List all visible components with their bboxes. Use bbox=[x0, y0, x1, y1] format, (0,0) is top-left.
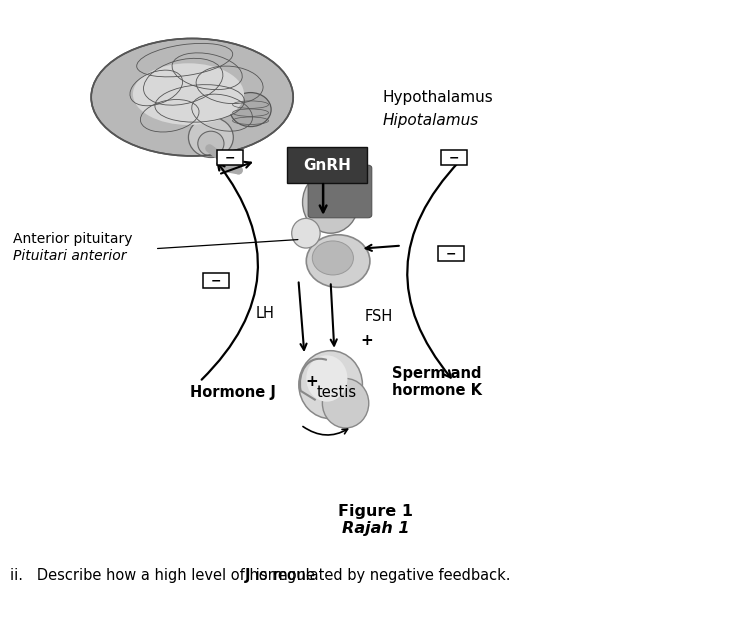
FancyBboxPatch shape bbox=[438, 247, 464, 261]
Text: −: − bbox=[446, 247, 457, 260]
Ellipse shape bbox=[189, 117, 234, 158]
Text: −: − bbox=[225, 152, 235, 165]
Ellipse shape bbox=[299, 351, 363, 419]
Text: +: + bbox=[306, 374, 318, 389]
FancyBboxPatch shape bbox=[287, 147, 366, 183]
Text: −: − bbox=[449, 152, 460, 165]
Text: +: + bbox=[360, 333, 373, 348]
Text: Pituitari anterior: Pituitari anterior bbox=[13, 249, 126, 263]
Ellipse shape bbox=[230, 93, 271, 127]
FancyBboxPatch shape bbox=[203, 273, 229, 288]
Text: Hipotalamus: Hipotalamus bbox=[383, 112, 479, 127]
FancyBboxPatch shape bbox=[216, 150, 243, 165]
Ellipse shape bbox=[198, 131, 224, 156]
Text: −: − bbox=[211, 274, 222, 288]
Text: LH: LH bbox=[255, 306, 274, 321]
Text: Sperm and: Sperm and bbox=[392, 366, 481, 381]
Text: Hypothalamus: Hypothalamus bbox=[383, 89, 493, 105]
Text: Rajah 1: Rajah 1 bbox=[342, 520, 409, 536]
Ellipse shape bbox=[322, 379, 369, 428]
Text: hormone K: hormone K bbox=[392, 383, 482, 398]
FancyBboxPatch shape bbox=[308, 165, 372, 218]
Text: ii.   Describe how a high level of hormone: ii. Describe how a high level of hormone bbox=[11, 568, 320, 582]
Text: J: J bbox=[246, 568, 251, 582]
Text: Anterior pituitary: Anterior pituitary bbox=[13, 232, 132, 247]
Text: FSH: FSH bbox=[365, 309, 394, 324]
Text: testis: testis bbox=[316, 384, 357, 399]
Ellipse shape bbox=[306, 235, 370, 288]
Text: GnRH: GnRH bbox=[303, 158, 351, 173]
Ellipse shape bbox=[133, 63, 244, 125]
Text: is regulated by negative feedback.: is regulated by negative feedback. bbox=[252, 568, 511, 582]
Ellipse shape bbox=[306, 355, 348, 402]
Text: Hormone J: Hormone J bbox=[191, 384, 276, 399]
Text: Figure 1: Figure 1 bbox=[338, 504, 413, 519]
FancyBboxPatch shape bbox=[441, 150, 467, 165]
Ellipse shape bbox=[312, 241, 354, 275]
Ellipse shape bbox=[291, 219, 320, 248]
Ellipse shape bbox=[303, 171, 359, 233]
Ellipse shape bbox=[91, 39, 293, 156]
